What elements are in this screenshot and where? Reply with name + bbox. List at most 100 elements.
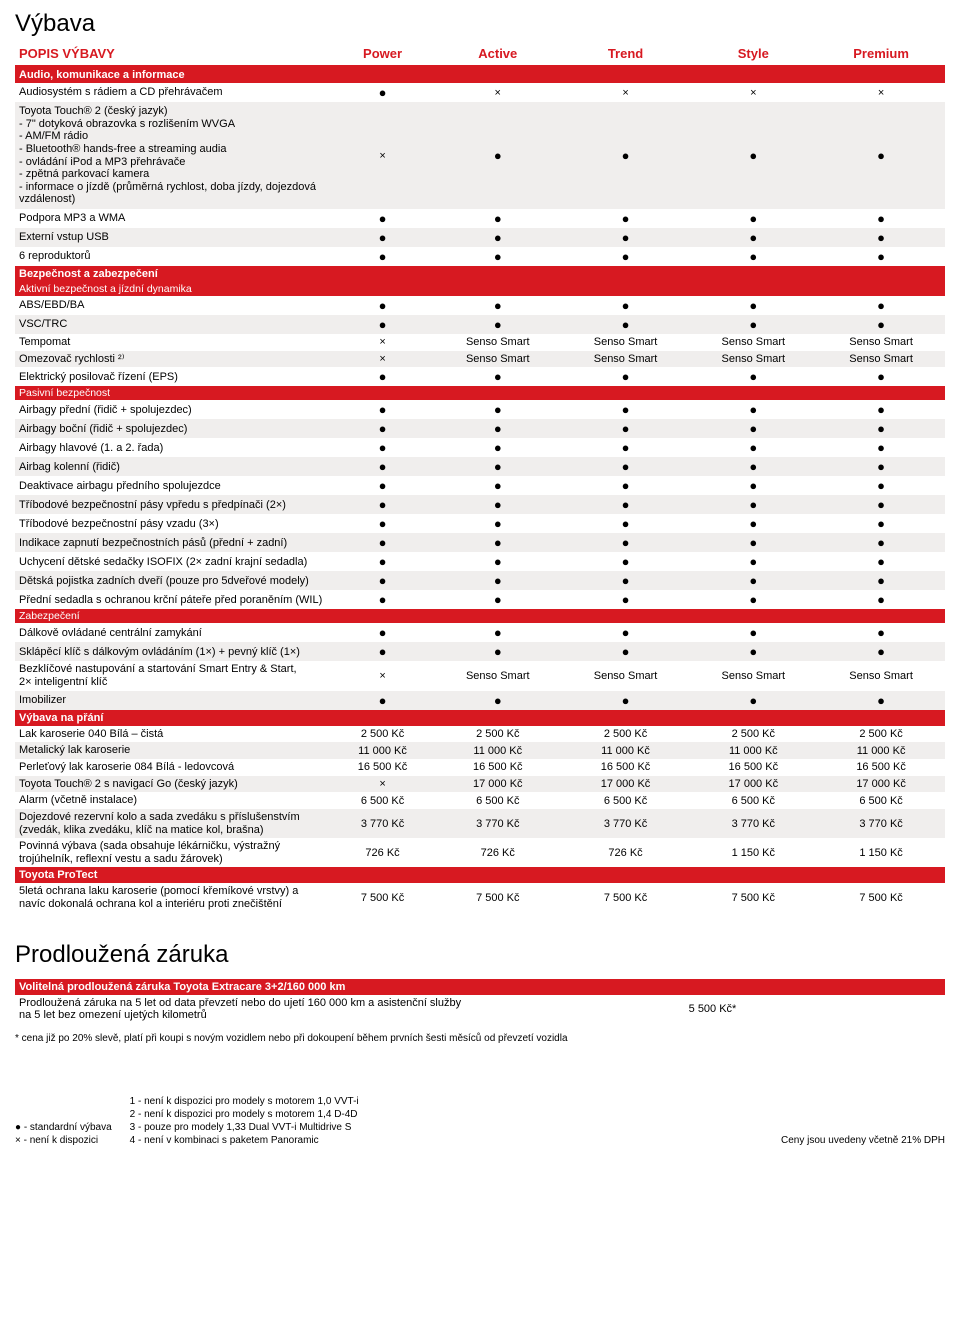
col-power: Power xyxy=(331,44,434,66)
cell: ● xyxy=(562,552,690,571)
legend-x: × - není k dispozici xyxy=(15,1134,112,1147)
cell: 17 000 Kč xyxy=(817,776,945,793)
row-label: Airbagy hlavové (1. a 2. řada) xyxy=(15,438,331,457)
cell: 3 770 Kč xyxy=(562,809,690,838)
row-label: Bezklíčové nastupování a startování Smar… xyxy=(15,661,331,690)
cell: ● xyxy=(817,209,945,228)
table-row: Dálkově ovládané centrální zamykání●●●●● xyxy=(15,623,945,642)
cell: ● xyxy=(689,296,817,315)
table-row: 6 reproduktorů●●●●● xyxy=(15,247,945,266)
cell: ● xyxy=(434,552,562,571)
cell: ● xyxy=(331,315,434,334)
page-title: Výbava xyxy=(15,10,945,38)
footer-right: Ceny jsou uvedeny včetně 21% DPH xyxy=(781,1134,945,1147)
cell: ● xyxy=(817,457,945,476)
cell: × xyxy=(331,351,434,368)
row-label: Airbag kolenní (řidič) xyxy=(15,457,331,476)
row-label: Metalický lak karoserie xyxy=(15,742,331,759)
cell: ● xyxy=(434,209,562,228)
cell: ● xyxy=(817,590,945,609)
section-header: Audio, komunikace a informace xyxy=(15,66,945,83)
warranty-redbar: Volitelná prodloužená záruka Toyota Extr… xyxy=(15,979,945,995)
cell: ● xyxy=(817,247,945,266)
cell: × xyxy=(817,83,945,102)
cell: ● xyxy=(434,419,562,438)
row-label: VSC/TRC xyxy=(15,315,331,334)
cell: ● xyxy=(562,247,690,266)
header-row: POPIS VÝBAVY Power Active Trend Style Pr… xyxy=(15,44,945,66)
cell: 11 000 Kč xyxy=(689,742,817,759)
cell: 6 500 Kč xyxy=(562,792,690,809)
row-label: Toyota Touch® 2 (český jazyk)- 7" dotyko… xyxy=(15,102,331,209)
subsection-header: Pasivní bezpečnost xyxy=(15,386,945,400)
cell: ● xyxy=(817,315,945,334)
cell: ● xyxy=(434,571,562,590)
cell: ● xyxy=(331,495,434,514)
cell: ● xyxy=(434,514,562,533)
cell: ● xyxy=(817,642,945,661)
cell: ● xyxy=(562,457,690,476)
cell: ● xyxy=(331,209,434,228)
cell: ● xyxy=(434,102,562,209)
warranty-row: Prodloužená záruka na 5 let od data přev… xyxy=(15,995,945,1024)
cell: ● xyxy=(331,296,434,315)
footer: ● - standardní výbava × - není k dispozi… xyxy=(15,1095,945,1147)
cell: ● xyxy=(689,514,817,533)
cell: ● xyxy=(689,102,817,209)
table-row: Přední sedadla s ochranou krční páteře p… xyxy=(15,590,945,609)
cell: 11 000 Kč xyxy=(562,742,690,759)
cell: ● xyxy=(434,247,562,266)
cell: 6 500 Kč xyxy=(689,792,817,809)
cell: ● xyxy=(562,533,690,552)
cell: ● xyxy=(562,571,690,590)
cell: 17 000 Kč xyxy=(434,776,562,793)
cell: ● xyxy=(689,552,817,571)
cell: Senso Smart xyxy=(562,351,690,368)
table-row: 5letá ochrana laku karoserie (pomocí kře… xyxy=(15,883,945,912)
cell: Senso Smart xyxy=(434,334,562,351)
warranty-note: * cena již po 20% slevě, platí při koupi… xyxy=(15,1032,945,1045)
cell: Senso Smart xyxy=(689,661,817,690)
row-label: Dálkově ovládané centrální zamykání xyxy=(15,623,331,642)
row-label: Sklápěcí klíč s dálkovým ovládáním (1×) … xyxy=(15,642,331,661)
cell: 7 500 Kč xyxy=(562,883,690,912)
cell: 7 500 Kč xyxy=(689,883,817,912)
cell: ● xyxy=(562,228,690,247)
row-label: Dětská pojistka zadních dveří (pouze pro… xyxy=(15,571,331,590)
cell: 16 500 Kč xyxy=(689,759,817,776)
row-label: Přední sedadla s ochranou krční páteře p… xyxy=(15,590,331,609)
notes-col: 1 - není k dispozici pro modely s motore… xyxy=(130,1095,359,1147)
table-row: Uchycení dětské sedačky ISOFIX (2× zadní… xyxy=(15,552,945,571)
row-label: Podpora MP3 a WMA xyxy=(15,209,331,228)
subsection-header: Zabezpečení xyxy=(15,609,945,623)
table-row: Bezklíčové nastupování a startování Smar… xyxy=(15,661,945,690)
col-trend: Trend xyxy=(562,44,690,66)
table-row: Elektrický posilovač řízení (EPS)●●●●● xyxy=(15,367,945,386)
cell: 726 Kč xyxy=(331,838,434,867)
table-row: Airbagy přední (řidič + spolujezdec)●●●●… xyxy=(15,400,945,419)
table-row: Povinná výbava (sada obsahuje lékárničku… xyxy=(15,838,945,867)
cell: ● xyxy=(689,457,817,476)
cell: ● xyxy=(331,642,434,661)
table-row: Toyota Touch® 2 (český jazyk)- 7" dotyko… xyxy=(15,102,945,209)
table-row: ABS/EBD/BA●●●●● xyxy=(15,296,945,315)
table-row: Airbagy boční (řidič + spolujezdec)●●●●● xyxy=(15,419,945,438)
table-row: Omezovač rychlosti ²⁾×Senso SmartSenso S… xyxy=(15,351,945,368)
row-label: Audiosystém s rádiem a CD přehrávačem xyxy=(15,83,331,102)
cell: ● xyxy=(817,514,945,533)
table-row: Indikace zapnutí bezpečnostních pásů (př… xyxy=(15,533,945,552)
row-label: Imobilizer xyxy=(15,691,331,710)
cell: ● xyxy=(817,691,945,710)
row-label: ABS/EBD/BA xyxy=(15,296,331,315)
cell: ● xyxy=(689,315,817,334)
cell: 2 500 Kč xyxy=(331,726,434,743)
col-style: Style xyxy=(689,44,817,66)
row-label: Tempomat xyxy=(15,334,331,351)
cell: 2 500 Kč xyxy=(817,726,945,743)
cell: ● xyxy=(689,476,817,495)
legend-col: ● - standardní výbava × - není k dispozi… xyxy=(15,1121,112,1147)
cell: ● xyxy=(562,209,690,228)
note-1: 1 - není k dispozici pro modely s motore… xyxy=(130,1095,359,1108)
cell: ● xyxy=(434,296,562,315)
table-row: Alarm (včetně instalace)6 500 Kč6 500 Kč… xyxy=(15,792,945,809)
